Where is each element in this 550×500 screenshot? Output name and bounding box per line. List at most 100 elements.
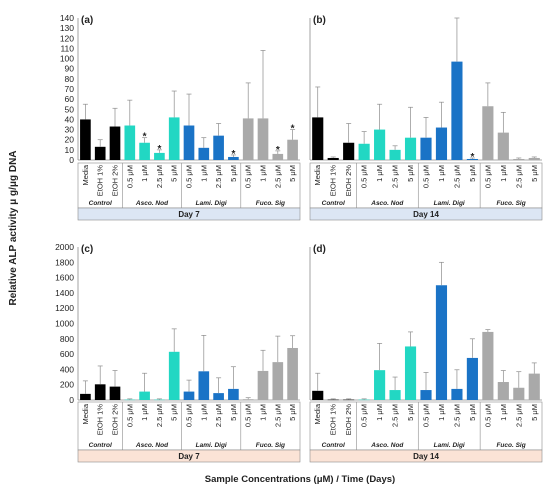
group-label: Control — [322, 442, 345, 449]
day-band — [77, 207, 301, 221]
bar — [528, 373, 540, 400]
category-label: 5 μM — [468, 165, 477, 182]
bar — [343, 142, 355, 160]
bar — [272, 362, 284, 400]
bar — [374, 129, 386, 160]
panel-label: (a) — [81, 15, 93, 26]
y-tick-label: 70 — [65, 84, 75, 94]
bar — [109, 126, 121, 160]
category-label: EtOH 1% — [96, 404, 105, 436]
y-tick-label: 2000 — [55, 242, 74, 252]
y-tick-label: 1200 — [55, 303, 74, 313]
bar — [228, 156, 239, 160]
category-label: 2.5 μM — [514, 404, 523, 427]
x-axis-label: Sample Concentrations (μM) / Time (Days) — [205, 474, 395, 485]
category-label: 0.5 μM — [125, 404, 134, 427]
bar — [420, 137, 432, 160]
category-label: 0.5 μM — [244, 404, 253, 427]
bar — [404, 346, 417, 400]
y-tick-label: 400 — [60, 364, 74, 374]
bar — [94, 384, 106, 400]
y-axis-label: Relative ALP activity μ g/μg DNA — [8, 150, 19, 305]
category-label: 2.5 μM — [391, 404, 400, 427]
category-label: EtOH 1% — [329, 404, 338, 436]
y-tick-label: 120 — [60, 33, 74, 43]
bar — [80, 393, 91, 400]
group-label: Asco. Nod — [135, 200, 169, 207]
bar — [272, 153, 284, 160]
bar — [466, 158, 478, 160]
group-label: Fuco. Sig — [256, 200, 285, 207]
y-tick-label: 0 — [69, 395, 74, 405]
category-label: 5 μM — [288, 404, 297, 421]
y-tick-label: 110 — [60, 43, 74, 53]
y-tick-label: 1800 — [55, 257, 74, 267]
day-band — [309, 449, 543, 463]
category-label: EtOH 2% — [111, 165, 120, 197]
bar — [358, 143, 370, 160]
significance-star: * — [143, 132, 147, 143]
y-tick-label: 1000 — [55, 319, 74, 329]
category-label: 5 μM — [170, 165, 179, 182]
bar — [497, 382, 509, 400]
bar — [154, 399, 165, 401]
panel-3: (d) Media EtOH 1% EtOH 2% Control 0.5 μM 1 μM 2… — [309, 244, 543, 463]
bar — [451, 388, 463, 400]
category-label: 1 μM — [437, 165, 446, 182]
category-label: 0.5 μM — [422, 165, 431, 188]
bar — [451, 61, 463, 160]
bar — [404, 137, 417, 160]
category-label: 0.5 μM — [185, 404, 194, 427]
bar — [287, 347, 298, 400]
y-tick-label: 60 — [65, 94, 75, 104]
category-label: 5 μM — [530, 165, 539, 182]
significance-star: * — [157, 144, 161, 155]
significance-star: * — [470, 152, 474, 163]
bar — [287, 139, 298, 160]
bar — [374, 370, 386, 400]
category-label: 0.5 μM — [422, 404, 431, 427]
bar — [513, 387, 525, 400]
category-label: 2.5 μM — [155, 165, 164, 188]
bar — [435, 285, 448, 400]
category-label: 2.5 μM — [452, 165, 461, 188]
group-label: Lami. Digi — [434, 442, 465, 449]
category-label: 5 μM — [288, 165, 297, 182]
group-label: Fuco. Sig — [496, 200, 525, 207]
panel-label: (c) — [81, 244, 93, 255]
y-tick-label: 20 — [65, 135, 75, 145]
bar — [343, 399, 355, 401]
category-label: 2.5 μM — [155, 404, 164, 427]
bar — [257, 118, 269, 160]
bar — [312, 117, 324, 160]
category-label: 1 μM — [199, 165, 208, 182]
category-label: 2.5 μM — [214, 404, 223, 427]
y-tick-label: 10 — [65, 145, 75, 155]
bar — [242, 118, 254, 160]
category-label: 1 μM — [499, 404, 508, 421]
category-label: EtOH 1% — [329, 165, 338, 197]
bar — [94, 146, 106, 160]
panel-2: 0 200 400 600 800 1000 1200 1400 1600 1800 2000 (c)… — [55, 242, 301, 463]
bar — [435, 127, 448, 160]
y-tick-label: 90 — [65, 64, 75, 74]
y-tick-label: 100 — [60, 54, 74, 64]
category-label: 0.5 μM — [244, 165, 253, 188]
category-label: 1 μM — [499, 165, 508, 182]
bar — [154, 152, 165, 160]
y-tick-label: 1400 — [55, 288, 74, 298]
panel-label: (b) — [313, 15, 326, 26]
category-label: 1 μM — [199, 404, 208, 421]
y-tick-label: 1600 — [55, 273, 74, 283]
group-label: Lami. Digi — [434, 200, 465, 207]
y-tick-label: 200 — [60, 380, 74, 390]
category-label: 5 μM — [406, 165, 415, 182]
bar — [389, 149, 401, 160]
category-label: 2.5 μM — [214, 165, 223, 188]
bar — [327, 399, 339, 401]
bar — [528, 157, 540, 160]
day-label: Day 7 — [178, 210, 200, 219]
